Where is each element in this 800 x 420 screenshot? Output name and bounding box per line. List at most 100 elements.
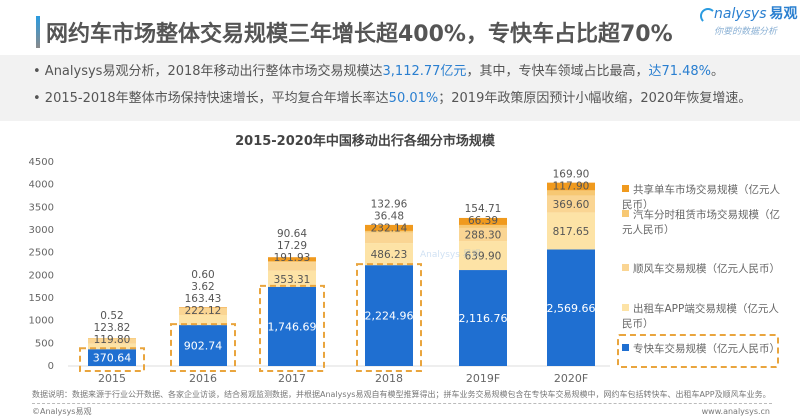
logo-tagline: 你要的数据分析 bbox=[714, 27, 778, 37]
site-url: www.analysys.cn bbox=[701, 407, 770, 416]
bar-segment-fenshi bbox=[459, 224, 507, 228]
stacked-bar-chart: 0 500 1000 1500 2000 2500 3000 3500 4000 4500 370.… bbox=[29, 157, 610, 385]
bullet-text: ，其中，专快车领域占比最高， bbox=[466, 64, 649, 79]
data-label: 90.64 bbox=[277, 228, 307, 240]
bar-segment-chuzu bbox=[88, 343, 136, 350]
data-label: 2,224.96 bbox=[365, 310, 414, 323]
highlight-value: 3,112.77亿元 bbox=[382, 64, 467, 79]
data-label: 191.93 bbox=[274, 252, 311, 264]
x-tick-label: 2019F bbox=[466, 372, 500, 385]
logo-cn: 易观 bbox=[769, 6, 798, 22]
data-label: 123.82 bbox=[94, 322, 131, 334]
bullet-text: ；2019年政策原因预计小幅收缩，2020年恢复增速。 bbox=[438, 91, 752, 106]
data-label: 169.90 bbox=[553, 168, 590, 180]
data-label: 2,116.76 bbox=[459, 312, 508, 325]
logo-brand: nalysys bbox=[714, 6, 767, 22]
bar-segment-gongxiang bbox=[365, 224, 413, 231]
bar-segment-fenshi bbox=[88, 338, 136, 339]
logo-swoosh-icon bbox=[700, 8, 716, 24]
x-tick-label: 2020F bbox=[554, 372, 588, 385]
bar-segment-fenshi bbox=[547, 190, 595, 196]
bar-segment-shunfeng bbox=[268, 262, 316, 271]
chart-title: 2015-2020年中国移动出行各细分市场规模 bbox=[235, 134, 495, 149]
x-tick-label: 2017 bbox=[278, 372, 306, 385]
data-label: 1,746.69 bbox=[268, 320, 317, 333]
data-label: 817.65 bbox=[553, 226, 590, 238]
y-tick-label: 4500 bbox=[29, 157, 54, 168]
bar-segment-zhuankuai bbox=[268, 286, 316, 366]
legend-label: 汽车分时租赁市场交易规模（亿元人民币） bbox=[622, 209, 780, 236]
summary-bullet-1: • Analysys易观分析，2018年移动出行整体市场交易规模达3,112.7… bbox=[33, 64, 724, 80]
legend-label: 顺风车交易规模（亿元人民币） bbox=[633, 263, 780, 275]
logo-text: nalysys 易观 bbox=[714, 6, 798, 23]
x-tick-label: 2016 bbox=[189, 372, 217, 385]
data-label: 369.60 bbox=[553, 199, 590, 211]
legend-swatch bbox=[622, 185, 629, 192]
bar-segment-shunfeng bbox=[365, 232, 413, 244]
bar-segment-shunfeng bbox=[88, 338, 136, 344]
data-label: 17.29 bbox=[277, 240, 307, 252]
bar-segment-shunfeng bbox=[459, 227, 507, 242]
bullet-text: 。 bbox=[711, 64, 725, 79]
bar-segment-fenshi bbox=[365, 230, 413, 233]
highlight-box bbox=[79, 347, 145, 372]
bar-segment-gongxiang bbox=[179, 307, 227, 309]
data-label: 2,569.66 bbox=[547, 302, 596, 315]
data-label: 119.80 bbox=[94, 334, 131, 346]
data-label: 639.90 bbox=[465, 251, 502, 263]
legend-item-zhuankuai: 专快车交易规模（亿元人民币） bbox=[622, 342, 787, 357]
data-label: 902.74 bbox=[184, 340, 223, 353]
y-tick-label: 2500 bbox=[29, 248, 54, 259]
bullet-text: • 2015-2018年整体市场保持快速增长，平均复合年增长率达 bbox=[33, 91, 389, 106]
highlight-box bbox=[356, 263, 422, 372]
data-label: 0.60 bbox=[191, 269, 214, 281]
legend-label: 专快车交易规模（亿元人民币） bbox=[633, 343, 780, 355]
y-tick-label: 4000 bbox=[29, 180, 54, 191]
bar-segment-fenshi bbox=[268, 261, 316, 263]
legend-label: 共享单车市场交易规模（亿元人民币） bbox=[622, 184, 780, 211]
bar-segment-zhuankuai bbox=[459, 270, 507, 366]
legend-swatch bbox=[622, 304, 629, 311]
data-label: 3.62 bbox=[191, 281, 214, 293]
highlight-value: 达71.48% bbox=[648, 64, 712, 79]
data-note: 数据说明：数据来源于行业公开数据、各家企业访谈，结合易观监测数据，并根据Anal… bbox=[32, 390, 771, 399]
legend-label: 出租车APP端交易规模（亿元人民币） bbox=[622, 303, 779, 330]
copyright: ©Analysys易观 bbox=[32, 407, 92, 416]
legend-swatch bbox=[622, 344, 629, 351]
legend-item-fenshi: 汽车分时租赁市场交易规模（亿元人民币） bbox=[622, 208, 787, 238]
summary-box: • Analysys易观分析，2018年移动出行整体市场交易规模达3,112.7… bbox=[0, 55, 800, 121]
legend-item-gongxiang: 共享单车市场交易规模（亿元人民币） bbox=[622, 183, 787, 213]
bar-segment-zhuankuai bbox=[179, 325, 227, 366]
bar-segment-shunfeng bbox=[547, 195, 595, 213]
data-label: 66.39 bbox=[468, 215, 498, 227]
highlight-value: 50.01% bbox=[388, 91, 439, 106]
page-title: 网约车市场整体交易规模三年增长超400%，专快车占比超70% bbox=[46, 22, 673, 47]
bar-segment-zhuankuai bbox=[547, 249, 595, 366]
footer-divider bbox=[32, 403, 772, 404]
data-label: 222.12 bbox=[185, 305, 222, 317]
data-label: 288.30 bbox=[465, 229, 502, 241]
data-label: 0.52 bbox=[100, 310, 123, 322]
analysys-logo: nalysys 易观 你要的数据分析 bbox=[700, 6, 798, 46]
y-tick-label: 3500 bbox=[29, 202, 54, 213]
x-tick-label: 2015 bbox=[98, 372, 126, 385]
legend-swatch bbox=[622, 264, 629, 271]
bar-segment-chuzu bbox=[179, 315, 227, 326]
legend-swatch bbox=[622, 210, 629, 217]
bar-segment-shunfeng bbox=[179, 307, 227, 316]
bar-segment-chuzu bbox=[365, 243, 413, 266]
data-label: 117.90 bbox=[553, 180, 590, 192]
title-accent-bar bbox=[36, 16, 40, 48]
legend-item-chuzu: 出租车APP端交易规模（亿元人民币） bbox=[622, 302, 787, 332]
highlight-box bbox=[259, 284, 325, 373]
data-label: 36.48 bbox=[374, 211, 404, 223]
watermark: Analysys 易观 bbox=[420, 250, 481, 260]
data-label: 353.31 bbox=[274, 274, 311, 286]
bar-segment-gongxiang bbox=[459, 217, 507, 225]
highlight-box bbox=[170, 323, 236, 373]
data-label: 154.71 bbox=[465, 203, 502, 215]
data-label: 370.64 bbox=[93, 352, 132, 365]
bar-segment-chuzu bbox=[459, 241, 507, 271]
bar-segment-chuzu bbox=[547, 212, 595, 250]
legend-item-shunfeng: 顺风车交易规模（亿元人民币） bbox=[622, 262, 787, 277]
